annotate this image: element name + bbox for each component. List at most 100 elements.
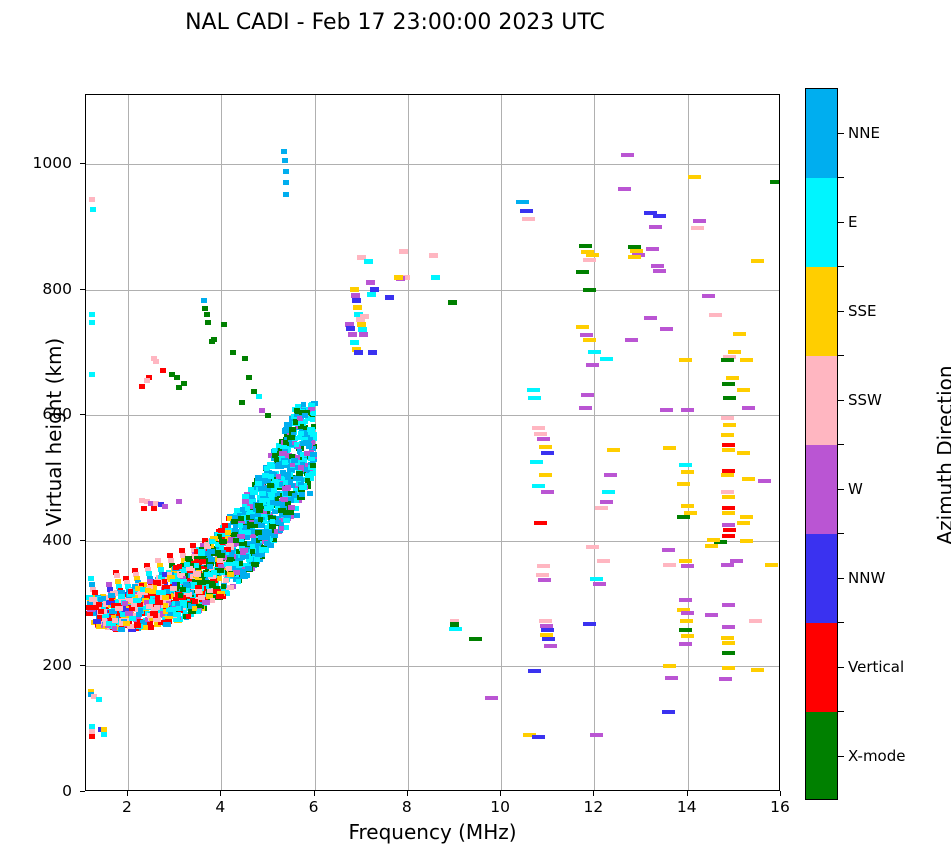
colorbar-title: Azimuth Direction bbox=[933, 365, 951, 545]
echo-mark bbox=[522, 733, 536, 738]
y-axis-title: Virtual height (km) bbox=[42, 337, 66, 527]
echo-mark bbox=[117, 626, 125, 632]
echo-mark bbox=[269, 464, 276, 469]
echo-mark bbox=[271, 490, 280, 496]
echo-mark bbox=[529, 460, 543, 465]
echo-mark bbox=[146, 612, 153, 618]
echo-mark bbox=[274, 520, 282, 526]
echo-mark bbox=[162, 585, 171, 591]
echo-mark bbox=[211, 586, 220, 592]
echo-mark bbox=[681, 611, 695, 616]
echo-mark bbox=[576, 270, 590, 275]
echo-mark bbox=[282, 169, 289, 175]
echo-mark bbox=[259, 493, 268, 499]
echo-mark bbox=[283, 490, 289, 496]
echo-mark bbox=[282, 486, 291, 492]
echo-mark bbox=[248, 517, 254, 523]
echo-mark bbox=[676, 482, 690, 487]
echo-mark bbox=[176, 385, 183, 391]
echo-mark bbox=[186, 563, 194, 569]
colorbar-tick bbox=[838, 132, 844, 134]
echo-mark bbox=[172, 596, 179, 602]
echo-mark bbox=[168, 606, 176, 612]
gridline-vertical bbox=[594, 95, 596, 790]
echo-mark bbox=[534, 432, 548, 437]
echo-mark bbox=[273, 516, 282, 522]
echo-mark bbox=[254, 553, 262, 559]
echo-mark bbox=[356, 322, 366, 328]
echo-mark bbox=[163, 589, 170, 595]
echo-mark bbox=[247, 524, 254, 530]
echo-mark bbox=[299, 409, 308, 415]
echo-mark bbox=[225, 522, 232, 528]
echo-mark bbox=[158, 575, 166, 581]
echo-mark bbox=[251, 537, 257, 543]
colorbar-label-nne: NNE bbox=[848, 123, 880, 142]
x-tick-label: 16 bbox=[770, 798, 790, 816]
echo-mark bbox=[720, 636, 734, 641]
echo-mark bbox=[272, 509, 279, 515]
echo-mark bbox=[296, 494, 305, 500]
echo-mark bbox=[306, 427, 315, 433]
echo-mark bbox=[676, 514, 690, 519]
echo-mark bbox=[296, 434, 303, 440]
echo-mark bbox=[228, 552, 235, 558]
y-tick bbox=[80, 665, 85, 667]
echo-mark bbox=[290, 431, 296, 437]
echo-mark bbox=[289, 427, 297, 433]
echo-mark bbox=[143, 563, 150, 569]
echo-mark bbox=[629, 248, 643, 253]
echo-mark bbox=[199, 559, 206, 565]
echo-mark bbox=[187, 609, 196, 615]
x-tick bbox=[780, 791, 781, 796]
colorbar-tick bbox=[838, 221, 844, 223]
echo-mark bbox=[678, 357, 692, 362]
echo-mark bbox=[537, 577, 551, 582]
colorbar-tick bbox=[838, 666, 844, 668]
echo-mark bbox=[96, 696, 103, 702]
echo-mark bbox=[597, 558, 611, 563]
echo-mark bbox=[106, 600, 112, 606]
echo-mark bbox=[122, 576, 129, 581]
echo-mark bbox=[303, 410, 310, 416]
echo-mark bbox=[107, 592, 115, 598]
echo-mark bbox=[282, 517, 290, 523]
echo-mark bbox=[527, 388, 541, 393]
echo-mark bbox=[172, 616, 180, 622]
echo-mark bbox=[737, 521, 751, 526]
echo-mark bbox=[219, 539, 228, 545]
echo-mark bbox=[292, 505, 299, 511]
x-tick-label: 12 bbox=[583, 798, 604, 816]
echo-mark bbox=[150, 356, 157, 362]
echo-mark bbox=[162, 621, 171, 627]
gridline-horizontal bbox=[86, 666, 779, 668]
echo-mark bbox=[246, 562, 255, 568]
colorbar-tick bbox=[838, 310, 844, 312]
echo-mark bbox=[253, 522, 260, 528]
echo-mark bbox=[140, 619, 148, 625]
echo-mark bbox=[179, 600, 187, 606]
echo-mark bbox=[212, 591, 218, 597]
echo-mark bbox=[538, 444, 552, 449]
echo-mark bbox=[204, 312, 211, 318]
echo-mark bbox=[224, 530, 231, 536]
echo-mark bbox=[152, 359, 159, 365]
echo-mark bbox=[230, 531, 239, 537]
echo-mark bbox=[132, 584, 139, 590]
echo-mark bbox=[127, 592, 136, 598]
echo-mark bbox=[296, 471, 304, 477]
echo-mark bbox=[153, 616, 162, 622]
echo-mark bbox=[216, 567, 224, 573]
echo-mark bbox=[246, 556, 253, 562]
echo-mark bbox=[259, 490, 267, 496]
echo-mark bbox=[264, 466, 270, 472]
echo-mark bbox=[131, 568, 138, 574]
echo-mark bbox=[193, 608, 201, 614]
echo-mark bbox=[543, 644, 557, 649]
echo-mark bbox=[302, 476, 309, 482]
echo-mark bbox=[272, 478, 281, 484]
echo-mark bbox=[290, 462, 295, 468]
echo-mark bbox=[162, 603, 168, 609]
colorbar-label-e: E bbox=[848, 212, 858, 231]
echo-mark bbox=[135, 588, 141, 594]
